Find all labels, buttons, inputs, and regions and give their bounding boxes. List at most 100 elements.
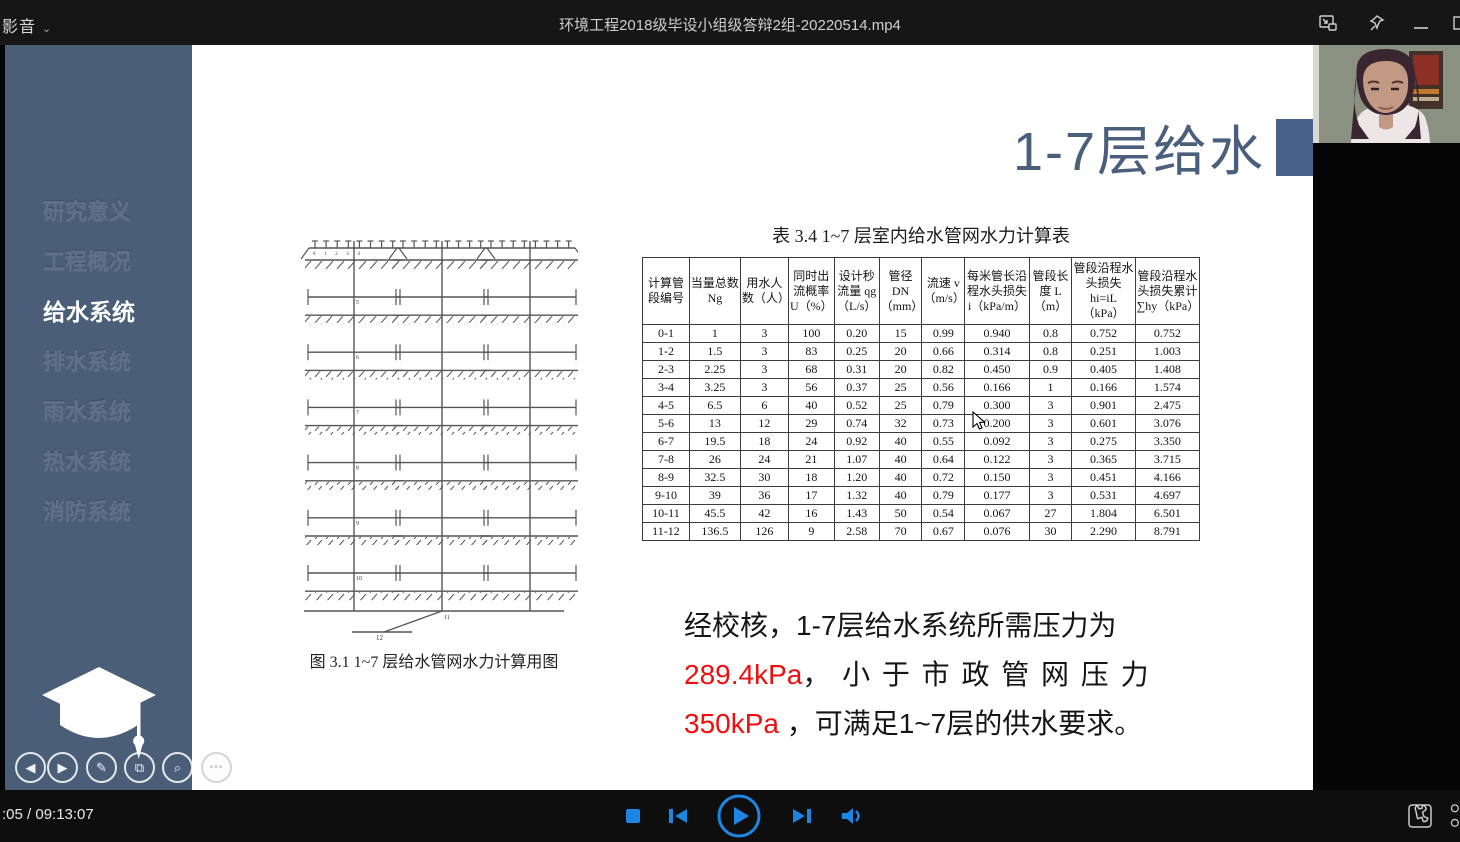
table-header-cell: 计算管段编号 [642, 257, 690, 325]
table-cell: 2.290 [1071, 522, 1136, 541]
hydraulic-calc-table: 计算管段编号 当量总数 Ng 用水人数（人） 同时出流概率 U（%） 设计秒流量 qg（… [642, 257, 1201, 541]
table-cell: 2.475 [1134, 396, 1201, 415]
sidebar-item-6[interactable]: 消防系统 [5, 485, 192, 535]
sidebar-item-3[interactable]: 排水系统 [5, 335, 192, 385]
table-cell: 68 [787, 360, 835, 379]
table-row: 10-11 45.5 42 16 1.43 50 0.54 0.067 27 1.804 6.501 [642, 504, 1201, 523]
sidebar-item-2[interactable]: 给水系统 [5, 285, 211, 335]
previous-button[interactable] [662, 790, 694, 842]
table-cell: 0.72 [921, 468, 966, 487]
table-cell: 17 [787, 486, 835, 505]
table-cell: 0.092 [964, 432, 1030, 451]
table-cell: 1.32 [833, 486, 880, 505]
table-cell: 0.405 [1071, 360, 1136, 379]
presenter-next-button[interactable]: ▶ [47, 752, 78, 783]
table-cell: 0.251 [1071, 342, 1136, 361]
table-cell: 5-6 [642, 414, 690, 433]
table-cell: 2.58 [833, 522, 880, 541]
table-cell: 7-8 [642, 450, 690, 469]
table-cell: 18 [787, 468, 835, 487]
app-menu-button[interactable]: 影音 ⌄ [2, 13, 52, 37]
svg-text:11: 11 [444, 615, 450, 621]
para-line1: 经校核，1-7层给水系统所需压力为 [684, 610, 1117, 641]
pin-icon[interactable] [1366, 12, 1388, 34]
presenter-zoom-button[interactable]: ⌕ [162, 752, 193, 783]
table-cell: 0.177 [964, 486, 1030, 505]
play-button[interactable] [716, 790, 762, 842]
table-header-cell: 同时出流概率 U（%） [787, 257, 835, 325]
table-cell: 40 [878, 432, 923, 451]
sidebar-item-0[interactable]: 研究意义 [5, 185, 192, 235]
table-cell: 20 [878, 342, 923, 361]
table-cell: 15 [878, 324, 923, 343]
svg-text:7: 7 [356, 410, 359, 416]
sidebar-item-label: 消防系统 [43, 499, 132, 524]
table-cell: 27 [1028, 504, 1073, 523]
table-cell: 3 [1028, 414, 1073, 433]
table-cell: 0.31 [833, 360, 880, 379]
playlist-icon[interactable] [1448, 790, 1460, 842]
table-cell: 0.752 [1134, 324, 1201, 343]
video-title: 环境工程2018级毕设小组级答辩2组-20220514.mp4 [559, 17, 901, 34]
table-cell: 9-10 [642, 486, 690, 505]
table-cell: 39 [688, 486, 741, 505]
table-cell: 26 [688, 450, 741, 469]
presenter-more-button[interactable]: ••• [201, 752, 232, 783]
tool-settings-icon[interactable] [1404, 790, 1436, 842]
table-cell: 24 [787, 432, 835, 451]
presenter-slides-button[interactable]: ⧉ [124, 752, 155, 783]
presenter-person [1313, 45, 1460, 143]
table-cell: 0.9 [1028, 360, 1073, 379]
table-cell: 0.150 [964, 468, 1030, 487]
table-cell: 3.25 [688, 378, 741, 397]
table-cell: 0-1 [642, 324, 690, 343]
table-cell: 70 [878, 522, 923, 541]
table-cell: 0.25 [833, 342, 880, 361]
table-cell: 3 [739, 360, 789, 379]
table-cell: 0.122 [964, 450, 1030, 469]
table-cell: 0.365 [1071, 450, 1136, 469]
table-cell: 16 [787, 504, 835, 523]
table-row: 6-7 19.5 18 24 0.92 40 0.55 0.092 3 0.275 3.350 [642, 432, 1201, 451]
volume-icon[interactable] [834, 790, 868, 842]
table-cell: 45.5 [688, 504, 741, 523]
svg-text:4: 4 [357, 252, 360, 257]
table-cell: 25 [878, 378, 923, 397]
table-header-cell: 流速 v（m/s） [921, 257, 966, 325]
presenter-pen-button[interactable]: ✎ [86, 752, 117, 783]
table-cell: 21 [787, 450, 835, 469]
table-cell: 3 [739, 342, 789, 361]
table-cell: 40 [878, 450, 923, 469]
svg-text:12: 12 [376, 634, 384, 642]
table-cell: 1.43 [833, 504, 880, 523]
svg-text:1: 1 [324, 252, 327, 257]
sidebar-nav: 研究意义工程概况给水系统排水系统雨水系统 热水系统消防系统 [5, 185, 211, 535]
table-cell: 8.791 [1134, 522, 1201, 541]
sidebar-item-4[interactable]: 雨水系统 [5, 385, 192, 435]
mini-player-icon[interactable] [1317, 12, 1339, 34]
conclusion-paragraph: 经校核，1-7层给水系统所需压力为 289.4kPa， 小 于 市 政 管 网 … [684, 601, 1164, 748]
table-cell: 24 [739, 450, 789, 469]
sidebar-item-label: 工程概况 [43, 249, 132, 274]
table-header-row: 计算管段编号 当量总数 Ng 用水人数（人） 同时出流概率 U（%） 设计秒流量 qg（… [642, 257, 1201, 325]
presenter-prev-button[interactable]: ◀ [15, 752, 46, 783]
sidebar-item-1[interactable]: 工程概况 [5, 235, 192, 285]
table-row: 4-5 6.5 6 40 0.52 25 0.79 0.300 3 0.901 2.475 [642, 396, 1201, 415]
table-cell: 100 [787, 324, 835, 343]
table-cell: 0.067 [964, 504, 1030, 523]
table-cell: 0.166 [1071, 378, 1136, 397]
table-row: 3-4 3.25 3 56 0.37 25 0.56 0.166 1 0.166 1.574 [642, 378, 1201, 397]
minimize-icon[interactable] [1410, 12, 1432, 34]
table-header-cell: 当量总数 Ng [688, 257, 741, 325]
table-cell: 6-7 [642, 432, 690, 451]
stop-button[interactable] [618, 790, 648, 842]
sidebar-item-5[interactable]: 热水系统 [5, 435, 192, 485]
next-button[interactable] [786, 790, 818, 842]
table-cell: 10-11 [642, 504, 690, 523]
svg-text:2: 2 [335, 252, 338, 257]
table-cell: 29 [787, 414, 835, 433]
svg-text:8: 8 [356, 466, 359, 472]
sidebar-item-label: 排水系统 [43, 349, 132, 374]
maximize-icon[interactable] [1452, 12, 1460, 34]
table-cell: 3 [1028, 486, 1073, 505]
